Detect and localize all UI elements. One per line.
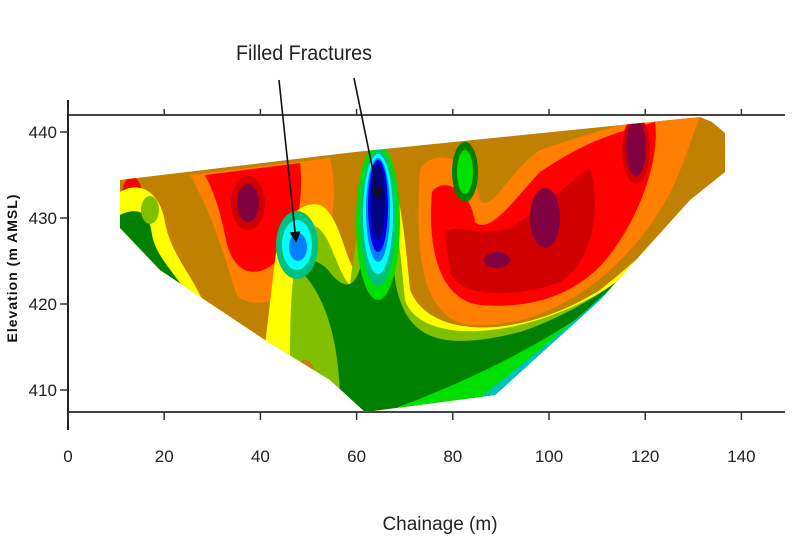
- x-tick-label: 20: [155, 447, 174, 466]
- contour-green-spot: [457, 150, 473, 194]
- contour-purple-1: [484, 252, 510, 268]
- y-tick-label: 410: [29, 381, 57, 400]
- contour-left-green: [120, 211, 185, 290]
- contour-purple-3: [626, 120, 646, 176]
- contour-bottom-brown: [295, 360, 315, 390]
- x-tick-label: 100: [535, 447, 563, 466]
- annotation-filled-fractures: Filled Fractures: [236, 42, 372, 65]
- y-tick-label: 440: [29, 123, 57, 142]
- contour-right-darkred: [445, 168, 595, 294]
- resistivity-section: [120, 117, 725, 412]
- y-tick-label: 430: [29, 209, 57, 228]
- x-tick-label: 0: [63, 447, 72, 466]
- fracture-2-navy: [371, 164, 385, 240]
- x-axis-ticks: 0 20 40 60 80 100 120 140: [63, 109, 756, 466]
- y-axis-title: Elevation (m AMSL): [4, 194, 20, 343]
- annotation-arrow-1: [278, 79, 301, 243]
- x-tick-label: 120: [631, 447, 659, 466]
- contour-left-purple: [237, 184, 259, 222]
- x-axis-title: Chainage (m): [382, 514, 497, 535]
- x-tick-label: 60: [347, 447, 366, 466]
- y-tick-label: 420: [29, 295, 57, 314]
- contour-purple-2: [530, 188, 560, 248]
- x-tick-label: 140: [727, 447, 755, 466]
- y-axis-ticks: 410 420 430 440: [29, 123, 68, 400]
- annotation-arrow-2: [353, 77, 383, 200]
- x-tick-label: 80: [443, 447, 462, 466]
- contour-left-lightgreen: [141, 196, 159, 224]
- fracture-1-blue: [289, 233, 307, 261]
- x-tick-label: 40: [251, 447, 270, 466]
